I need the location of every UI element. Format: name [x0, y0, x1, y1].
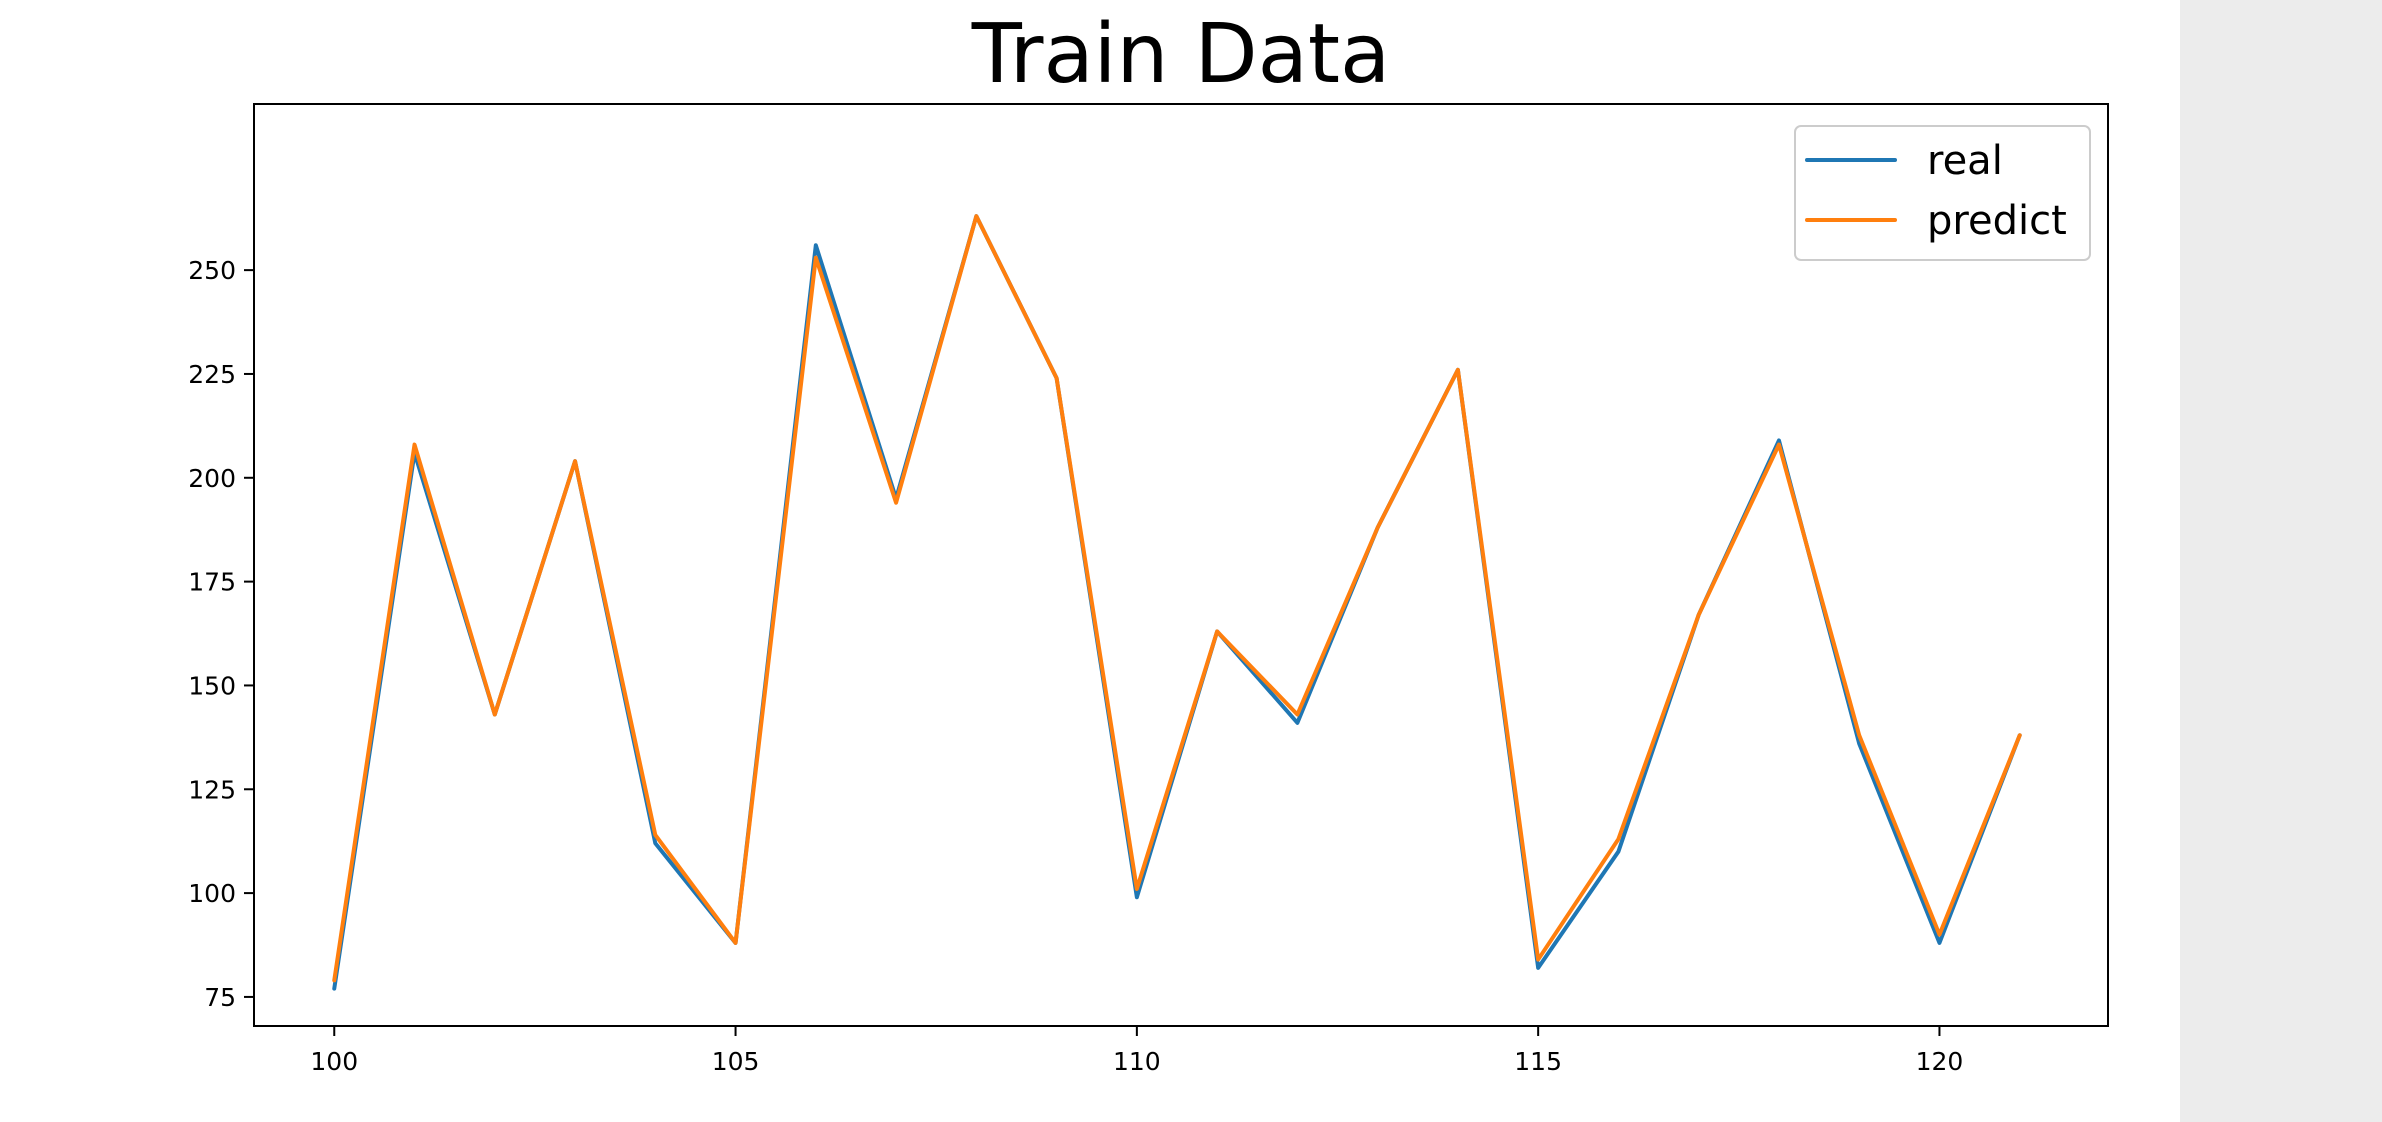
legend-real-label: real: [1927, 138, 2003, 184]
legend-predict-label: predict: [1927, 198, 2067, 244]
y-tick-label: 250: [188, 256, 236, 285]
y-tick-label: 225: [188, 360, 236, 389]
y-tick-label: 200: [188, 464, 236, 493]
series-predict-line: [332, 214, 2022, 983]
chart-title: Train Data: [971, 7, 1391, 102]
y-tick-label: 100: [188, 879, 236, 908]
y-tick-label: 175: [188, 568, 236, 597]
side-panel: [2180, 0, 2382, 1122]
plot-area: Train Data 100 105 110 115 120 75 100 125 150 175 2…: [188, 7, 2109, 1076]
y-tick-label: 125: [188, 775, 236, 804]
x-tick-label: 105: [712, 1047, 760, 1076]
y-tick-label: 150: [188, 671, 236, 700]
x-tick-label: 100: [310, 1047, 358, 1076]
line-chart: Train Data 100 105 110 115 120 75 100 125 150 175 2…: [188, 7, 2109, 1076]
x-tick-label: 115: [1514, 1047, 1562, 1076]
x-tick-label: 110: [1113, 1047, 1161, 1076]
x-tick-label: 120: [1916, 1047, 1964, 1076]
y-tick-label: 75: [204, 983, 236, 1012]
